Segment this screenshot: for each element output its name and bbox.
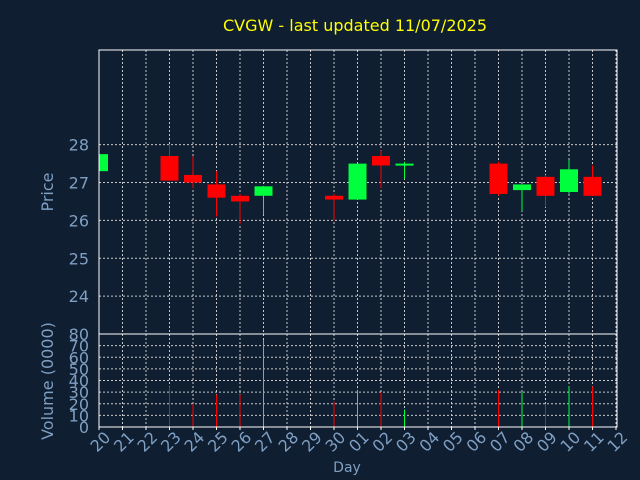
candle-body [231,195,249,202]
candle-body [254,186,273,196]
candle-03 [395,161,414,179]
x-axis: 2021222324252627282930010203040506070809… [86,427,631,456]
chart-title: CVGW - last updated 11/07/2025 [223,16,487,35]
volume-tick-label: 60 [69,348,89,367]
candle-24 [184,156,202,189]
candle-07 [489,161,508,196]
candle-body [560,169,578,192]
candle-body [160,156,179,181]
price-axis-label: Price [38,172,57,211]
candle-26 [231,193,249,225]
volume-axis-label: Volume (0000) [38,322,57,440]
volume-tick-label: 50 [69,360,89,379]
candle-25 [207,171,226,217]
candle-body [583,176,602,196]
volume-tick-label: 80 [69,325,89,344]
price-tick-label: 26 [69,211,89,230]
volume-tick-label: 30 [69,383,89,402]
candle-body [536,176,555,196]
candle-23 [160,144,179,181]
candle-01 [348,163,367,200]
price-tick-label: 25 [69,249,89,268]
candle-20 [98,154,108,172]
candle-09 [536,174,555,208]
volume-tick-label: 70 [69,337,89,356]
x-axis-label: Day [333,460,361,476]
candle-body [372,156,390,166]
volume-tick-label: 40 [69,372,89,391]
volume-tick-label: 0 [79,418,89,437]
candle-body [184,174,202,183]
candle-10 [560,159,578,194]
x-tick-label: 12 [603,428,631,456]
candle-body [207,184,226,198]
candle-body [325,195,343,200]
candle-body [99,154,108,172]
candle-body [395,163,414,166]
candle-08 [513,184,531,211]
price-tick-label: 24 [69,287,89,306]
candle-body [489,163,508,194]
candle-body [348,163,367,200]
price-tick-label: 27 [69,174,89,193]
volume-tick-label: 20 [69,395,89,414]
candle-27 [254,186,273,215]
price-tick-label: 28 [69,136,89,155]
candle-body [513,184,531,191]
candle-11 [583,165,602,196]
candle-30 [325,193,343,221]
volume-tick-label: 10 [69,406,89,425]
price-panel: 24 25 26 27 28 [69,49,618,335]
candle-02 [372,150,390,189]
